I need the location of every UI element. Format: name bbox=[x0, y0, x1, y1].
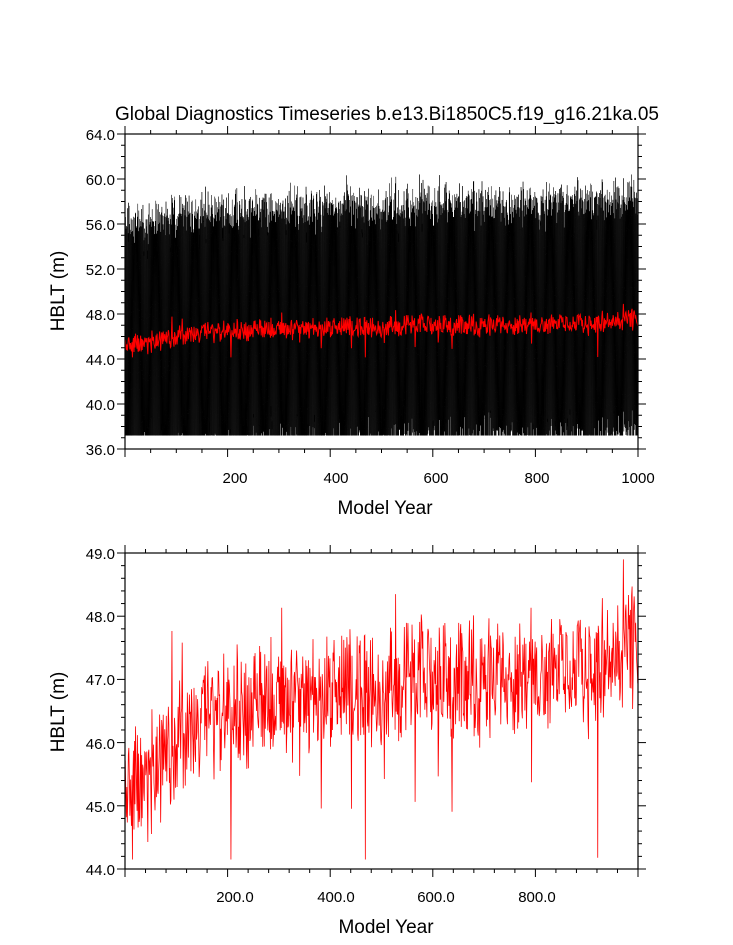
top-x-axis-label: Model Year bbox=[337, 498, 433, 519]
top-plot-area bbox=[124, 174, 639, 437]
bottom-annual-series-line bbox=[124, 559, 639, 860]
top-y-tick-label: 64.0 bbox=[86, 127, 115, 144]
bottom-x-tick-label: 400.0 bbox=[317, 889, 355, 906]
top-y-tick-label: 36.0 bbox=[86, 442, 115, 459]
bottom-plot-frame bbox=[124, 552, 639, 870]
top-y-tick-label: 52.0 bbox=[86, 262, 115, 279]
top-y-tick-label: 60.0 bbox=[86, 172, 115, 189]
top-y-tick-label: 40.0 bbox=[86, 397, 115, 414]
bottom-x-tick-label: 200.0 bbox=[216, 889, 254, 906]
top-y-tick-label: 56.0 bbox=[86, 217, 115, 234]
bottom-y-tick-label: 49.0 bbox=[86, 546, 115, 563]
bottom-x-tick-label: 600.0 bbox=[417, 889, 455, 906]
bottom-plot-area bbox=[124, 559, 639, 860]
bottom-y-axis-label: HBLT (m) bbox=[48, 672, 69, 753]
bottom-y-tick-label: 46.0 bbox=[86, 736, 115, 753]
bottom-y-tick-label: 48.0 bbox=[86, 609, 115, 626]
top-y-tick-label: 44.0 bbox=[86, 352, 115, 369]
top-x-tick-label: 800 bbox=[524, 470, 549, 487]
bottom-y-tick-label: 45.0 bbox=[86, 799, 115, 816]
top-monthly-series-line bbox=[124, 174, 639, 437]
top-annual-series-line bbox=[124, 303, 639, 358]
top-plot-frame bbox=[124, 133, 639, 450]
bottom-x-tick-label: 800.0 bbox=[518, 889, 556, 906]
top-x-tick-label: 400 bbox=[323, 470, 348, 487]
top-panel: Global Diagnostics Timeseries b.e13.Bi18… bbox=[48, 104, 659, 519]
bottom-panel: 44.0 45.0 46.0 47.0 48.0 49.0 200.0 400.… bbox=[48, 545, 646, 938]
top-x-tick-label: 600 bbox=[423, 470, 448, 487]
top-x-tick-label: 1000 bbox=[621, 470, 654, 487]
bottom-x-axis-label: Model Year bbox=[338, 917, 434, 938]
top-y-axis-label: HBLT (m) bbox=[48, 251, 69, 332]
bottom-y-tick-label: 47.0 bbox=[86, 672, 115, 689]
chart-title: Global Diagnostics Timeseries b.e13.Bi18… bbox=[115, 104, 659, 125]
top-x-tick-label: 200 bbox=[222, 470, 247, 487]
top-y-tick-label: 48.0 bbox=[86, 307, 115, 324]
bottom-y-tick-label: 44.0 bbox=[86, 862, 115, 879]
top-tick-marks bbox=[117, 126, 646, 457]
bottom-tick-marks bbox=[117, 545, 646, 877]
